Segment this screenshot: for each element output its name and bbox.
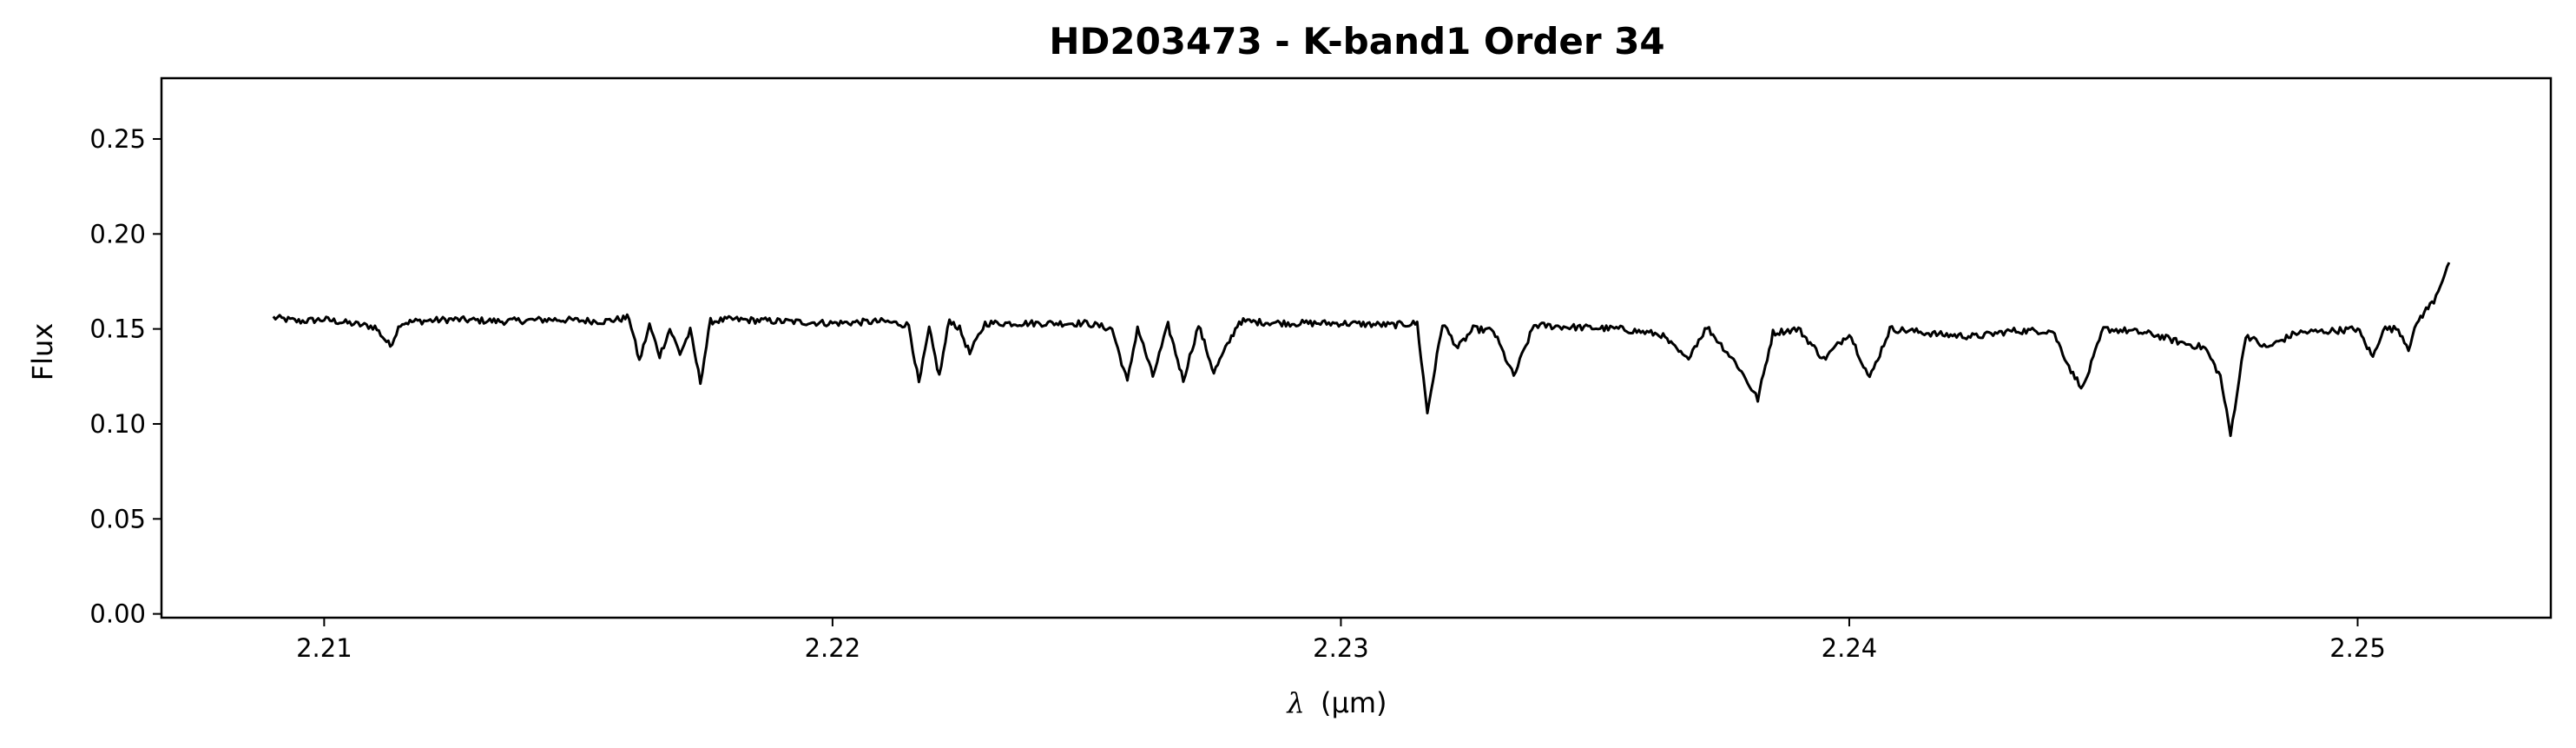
y-axis-label: Flux xyxy=(26,323,59,381)
y-tick-label: 0.20 xyxy=(89,219,146,248)
x-tick-label: 2.24 xyxy=(1822,633,1878,663)
x-tick-label: 2.23 xyxy=(1313,633,1369,663)
y-tick-label: 0.00 xyxy=(89,599,146,629)
chart-title: HD203473 - K-band1 Order 34 xyxy=(1049,20,1664,63)
x-tick-label: 2.25 xyxy=(2329,633,2386,663)
y-tick-label: 0.25 xyxy=(89,124,146,154)
y-tick-label: 0.10 xyxy=(89,409,146,439)
spectrum-line xyxy=(272,261,2451,438)
plot-frame xyxy=(160,76,2553,619)
x-axis-label-lambda: λ xyxy=(1286,686,1305,719)
x-tick-label: 2.21 xyxy=(296,633,352,663)
y-axis: 0.00 0.05 0.10 0.15 0.20 0.25 xyxy=(89,124,161,629)
x-axis-label: λ (μm) xyxy=(1286,686,1387,719)
plot-area xyxy=(160,76,2553,619)
y-tick-label: 0.15 xyxy=(89,314,146,344)
x-axis-label-unit: (μm) xyxy=(1321,686,1387,719)
y-tick-label: 0.05 xyxy=(89,504,146,533)
x-axis: 2.21 2.22 2.23 2.24 2.25 xyxy=(296,618,2386,663)
x-tick-label: 2.22 xyxy=(805,633,861,663)
